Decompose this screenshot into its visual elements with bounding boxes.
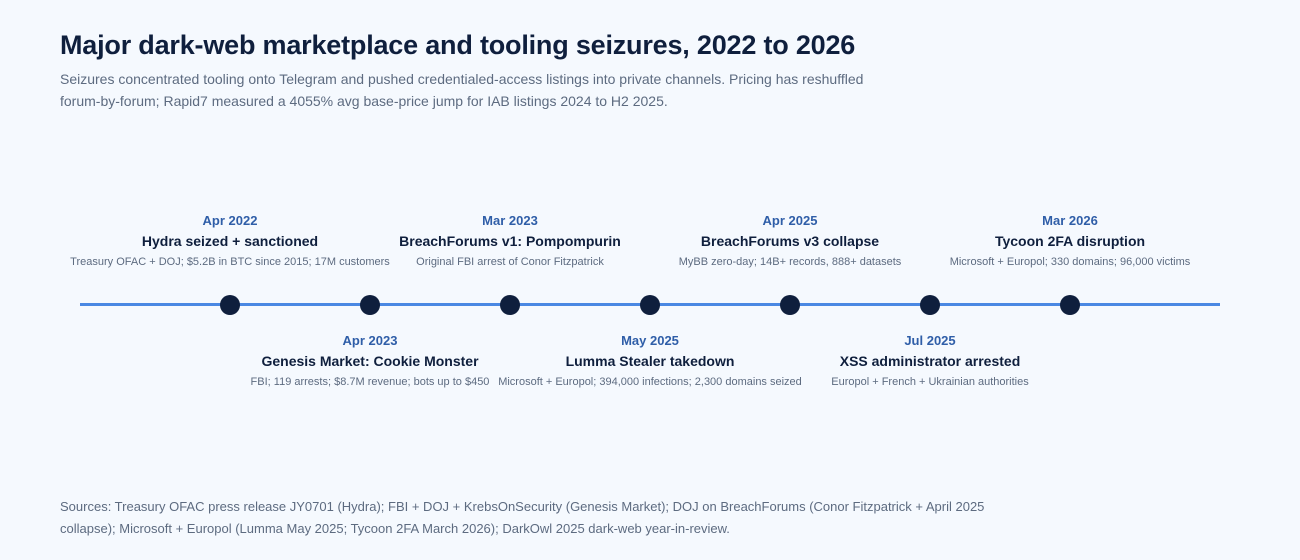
event-name: Tycoon 2FA disruption bbox=[994, 233, 1146, 249]
event-description: FBI; 119 arrests; $8.7M revenue; bots up… bbox=[250, 376, 490, 388]
timeline-event: Mar 2023 BreachForums v1: Pompompurin Orig… bbox=[340, 212, 680, 269]
timeline-node bbox=[920, 295, 940, 315]
timeline-node bbox=[640, 295, 660, 315]
event-description: Treasury OFAC + DOJ; $5.2B in BTC since … bbox=[70, 256, 390, 268]
event-description: Original FBI arrest of Conor Fitzpatrick bbox=[416, 256, 604, 268]
event-date: Apr 2025 bbox=[762, 213, 818, 228]
timeline-node bbox=[780, 295, 800, 315]
event-description: Microsoft + Europol; 330 domains; 96,000… bbox=[949, 256, 1191, 268]
timeline-event: Mar 2026 Tycoon 2FA disruption Microsoft +… bbox=[900, 212, 1240, 269]
event-description: Europol + French + Ukrainian authorities bbox=[831, 376, 1029, 388]
timeline-event: May 2025 Lumma Stealer takedown Microsoft … bbox=[480, 332, 820, 389]
event-date: Apr 2023 bbox=[342, 333, 398, 348]
timeline-event: Apr 2022 Hydra seized + sanctioned Treasur… bbox=[60, 212, 400, 269]
event-name: Lumma Stealer takedown bbox=[565, 353, 735, 369]
event-date: May 2025 bbox=[621, 333, 679, 348]
event-name: BreachForums v3 collapse bbox=[700, 233, 880, 249]
event-name: Genesis Market: Cookie Monster bbox=[261, 353, 479, 369]
timeline-event: Apr 2025 BreachForums v3 collapse MyBB zer… bbox=[620, 212, 960, 269]
event-description: MyBB zero-day; 14B+ records, 888+ datase… bbox=[678, 256, 902, 268]
timeline-node bbox=[500, 295, 520, 315]
event-description: Microsoft + Europol; 394,000 infections;… bbox=[498, 376, 802, 388]
event-date: Jul 2025 bbox=[904, 333, 956, 348]
timeline-event: Jul 2025 XSS administrator arrested Europo… bbox=[760, 332, 1100, 389]
sources-note: Sources: Treasury OFAC press release JY0… bbox=[60, 499, 985, 536]
timeline-node bbox=[220, 295, 240, 315]
event-name: Hydra seized + sanctioned bbox=[141, 233, 319, 249]
event-date: Apr 2022 bbox=[202, 213, 258, 228]
timeline-event: Apr 2023 Genesis Market: Cookie Monster FB… bbox=[200, 332, 540, 389]
event-name: BreachForums v1: Pompompurin bbox=[399, 233, 621, 249]
timeline-node bbox=[1060, 295, 1080, 315]
event-date: Mar 2026 bbox=[1042, 213, 1098, 228]
event-date: Mar 2023 bbox=[482, 213, 538, 228]
event-name: XSS administrator arrested bbox=[839, 353, 1021, 369]
chart-title: Major dark-web marketplace and tooling s… bbox=[60, 30, 856, 60]
chart-subtitle: Seizures concentrated tooling onto Teleg… bbox=[60, 71, 864, 109]
timeline-node bbox=[360, 295, 380, 315]
